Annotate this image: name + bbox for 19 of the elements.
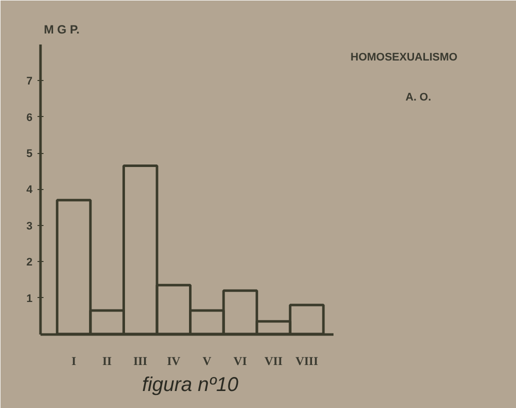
x-tick-label: II <box>102 354 112 368</box>
text: A. O. <box>406 92 432 104</box>
y-tick-label: 6 <box>26 112 33 124</box>
x-tick-label: IV <box>166 354 181 368</box>
x-tick-label: I <box>71 354 76 368</box>
x-tick-label: VII <box>264 354 283 368</box>
x-tick-label: III <box>133 354 148 368</box>
x-axis-title: figura nº10 <box>142 374 238 396</box>
x-tick-label: VI <box>234 354 248 368</box>
y-tick-label: 1 <box>26 292 33 305</box>
y-axis-title: M G P. <box>44 22 80 36</box>
y-tick-label: 4 <box>26 184 34 196</box>
x-tick-label: VIII <box>295 354 318 368</box>
x-tick-label: V <box>202 354 212 368</box>
y-tick-label: 3 <box>26 220 33 232</box>
y-tick-label: 7 <box>26 76 33 88</box>
text: HOMOSEXUALISMO <box>350 52 458 64</box>
y-tick-label: 2 <box>26 256 33 269</box>
y-tick-label: 5 <box>26 148 33 160</box>
